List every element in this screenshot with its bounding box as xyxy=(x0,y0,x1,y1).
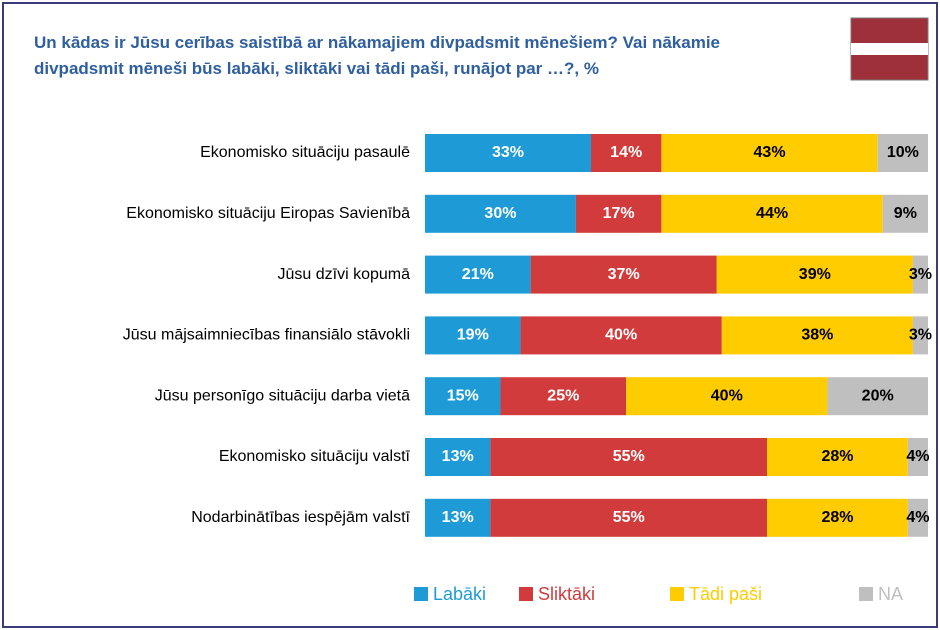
bar-segment xyxy=(626,377,828,416)
value-label: 55% xyxy=(613,448,645,465)
legend-swatch xyxy=(859,587,873,601)
category-label: Ekonomisko situāciju Eiropas Savienībā xyxy=(126,205,410,222)
bar-segment xyxy=(490,438,768,476)
value-label: 21% xyxy=(462,266,494,283)
value-label: 37% xyxy=(608,266,640,283)
category-label: Nodarbinātības iespējām valstī xyxy=(191,509,410,526)
bar-segment xyxy=(907,438,928,476)
value-label: 20% xyxy=(862,387,894,404)
value-label: 3% xyxy=(909,327,932,344)
bar-segment xyxy=(590,134,662,172)
value-label: 4% xyxy=(906,509,929,526)
category-label: Ekonomisko situāciju pasaulē xyxy=(200,144,410,161)
bar-segment xyxy=(661,194,883,233)
value-label: 38% xyxy=(801,327,833,344)
value-label: 19% xyxy=(457,327,489,344)
value-label: 44% xyxy=(756,205,788,222)
bar-segment xyxy=(721,316,913,355)
bar-segment xyxy=(530,255,717,294)
bar-segment xyxy=(907,498,928,537)
bar-segment xyxy=(425,377,501,416)
value-label: 25% xyxy=(547,387,579,404)
bar-segment xyxy=(767,438,908,476)
bar-segment xyxy=(716,255,913,294)
bar-segment xyxy=(425,134,591,172)
bar-segment xyxy=(661,134,878,172)
bar-segment xyxy=(425,194,576,233)
bar-segment xyxy=(877,134,928,172)
value-label: 15% xyxy=(447,387,479,404)
category-label: Jūsu personīgo situāciju darba vietā xyxy=(155,387,410,404)
value-label: 40% xyxy=(605,327,637,344)
legend-label: Tādi paši xyxy=(689,584,762,604)
bar-segment xyxy=(912,316,928,355)
value-label: 13% xyxy=(442,448,474,465)
bar-segment xyxy=(520,316,722,355)
bar-segment xyxy=(425,316,521,355)
bar-segment xyxy=(827,377,928,416)
value-label: 33% xyxy=(492,144,524,161)
value-label: 9% xyxy=(894,205,917,222)
value-label: 13% xyxy=(442,509,474,526)
value-label: 3% xyxy=(909,266,932,283)
flag xyxy=(850,17,929,81)
flag-stripe xyxy=(851,43,928,55)
category-label: Jūsu dzīvi kopumā xyxy=(277,266,410,283)
value-label: 28% xyxy=(821,448,853,465)
legend-swatch xyxy=(670,587,684,601)
value-label: 14% xyxy=(610,144,642,161)
legend-swatch xyxy=(414,587,428,601)
legend-label: NA xyxy=(878,584,903,604)
category-label: Jūsu mājsaimniecības finansiālo stāvokli xyxy=(123,327,410,344)
bar-segment xyxy=(575,194,662,233)
value-label: 28% xyxy=(821,509,853,526)
legend-label: Sliktāki xyxy=(538,584,595,604)
bar-segment xyxy=(490,498,768,537)
legend-swatch xyxy=(519,587,533,601)
value-label: 39% xyxy=(799,266,831,283)
bar-segment xyxy=(425,255,531,294)
value-label: 55% xyxy=(613,509,645,526)
value-label: 43% xyxy=(754,144,786,161)
value-label: 40% xyxy=(711,387,743,404)
value-label: 17% xyxy=(603,205,635,222)
value-label: 4% xyxy=(906,448,929,465)
bar-segment xyxy=(425,498,491,537)
bar-segment xyxy=(882,194,928,233)
bar-segment xyxy=(767,498,908,537)
chart-title: Un kādas ir Jūsu cerības saistībā ar nāk… xyxy=(34,33,720,78)
category-label: Ekonomisko situāciju valstī xyxy=(219,448,411,465)
value-label: 10% xyxy=(887,144,919,161)
value-label: 30% xyxy=(484,205,516,222)
bar-segment xyxy=(425,438,491,476)
bar-segment xyxy=(912,255,928,294)
bar-segment xyxy=(500,377,627,416)
legend-label: Labāki xyxy=(433,584,486,604)
